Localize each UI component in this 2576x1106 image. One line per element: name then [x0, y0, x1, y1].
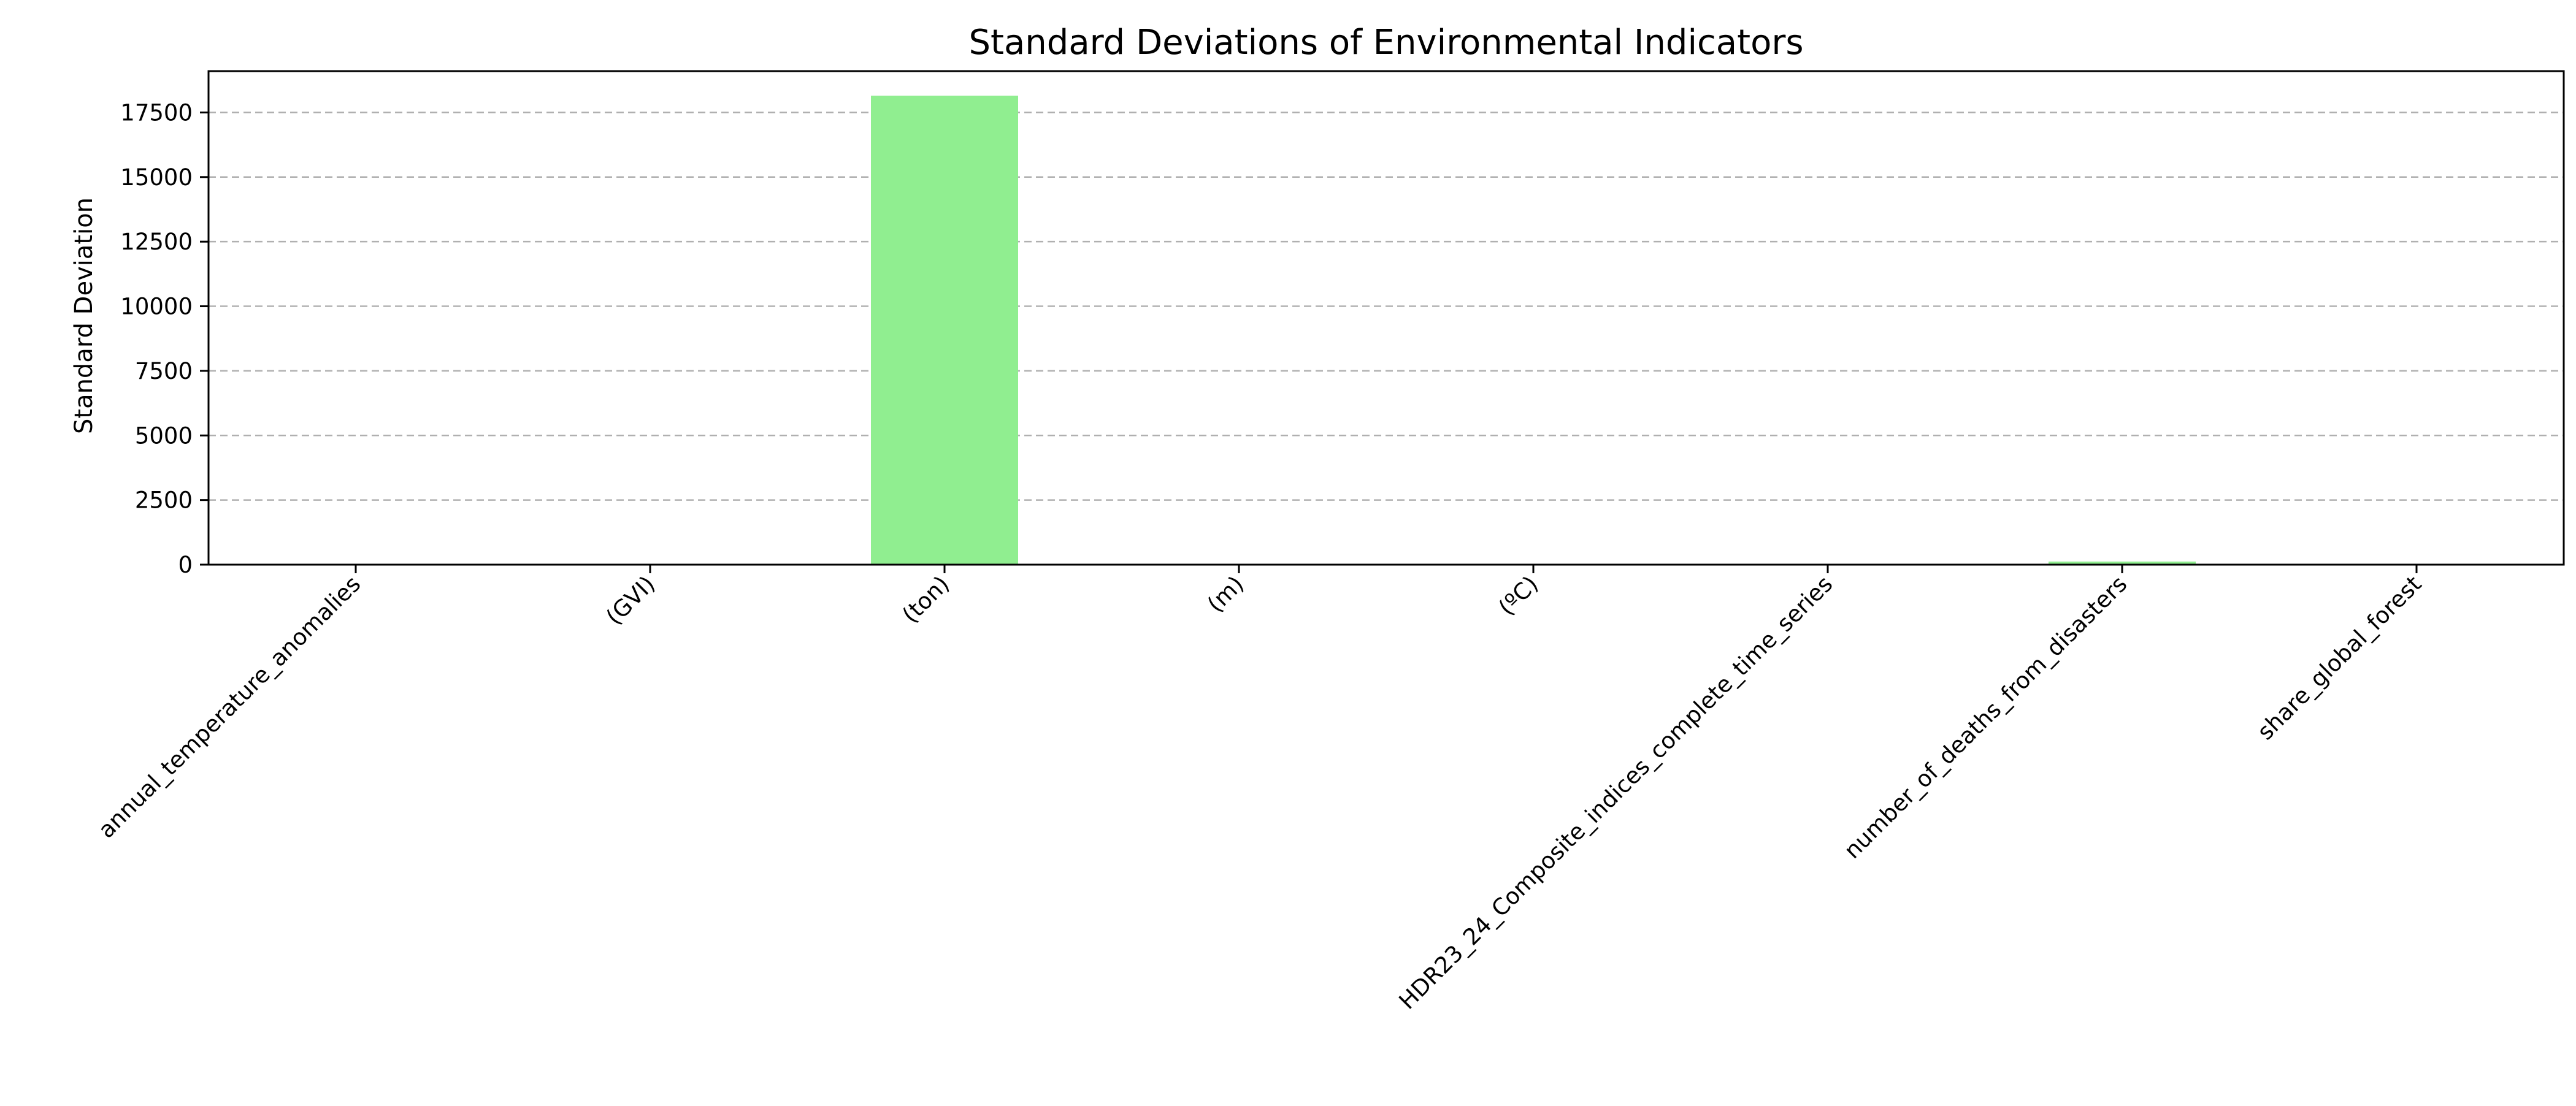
grid-lines: [209, 112, 2564, 500]
x-tick-label: (GVI): [601, 571, 661, 630]
y-tick-label: 17500: [120, 99, 193, 126]
y-axis-label: Standard Deviation: [70, 197, 98, 434]
x-tick-label: share_global_forest: [2252, 571, 2426, 745]
y-tick-label: 5000: [135, 422, 193, 449]
y-tick-label: 12500: [120, 229, 193, 255]
bar: [871, 96, 1018, 565]
y-tick-label: 10000: [120, 294, 193, 320]
y-axis-ticks: 0 2500 5000 7500 10000 12500 15000 17500: [120, 99, 209, 578]
y-tick-label: 0: [178, 552, 193, 578]
y-tick-label: 7500: [135, 358, 193, 384]
chart-title: Standard Deviations of Environmental Ind…: [968, 23, 1803, 63]
x-tick-label: (ºC): [1493, 571, 1543, 620]
x-tick-label: HDR23_24_Composite_indices_complete_time…: [1394, 571, 1838, 1015]
x-tick-label: annual_temperature_anomalies: [93, 571, 366, 844]
x-tick-label: number_of_deaths_from_disasters: [1839, 571, 2132, 864]
y-tick-label: 2500: [135, 487, 193, 514]
x-tick-label: (ton): [897, 571, 955, 628]
plot-frame: [209, 71, 2564, 565]
y-tick-label: 15000: [120, 164, 193, 191]
bars: [282, 96, 2490, 565]
x-axis-ticks: annual_temperature_anomalies (GVI) (ton) (m…: [93, 565, 2427, 1015]
x-tick-label: (m): [1202, 571, 1249, 617]
